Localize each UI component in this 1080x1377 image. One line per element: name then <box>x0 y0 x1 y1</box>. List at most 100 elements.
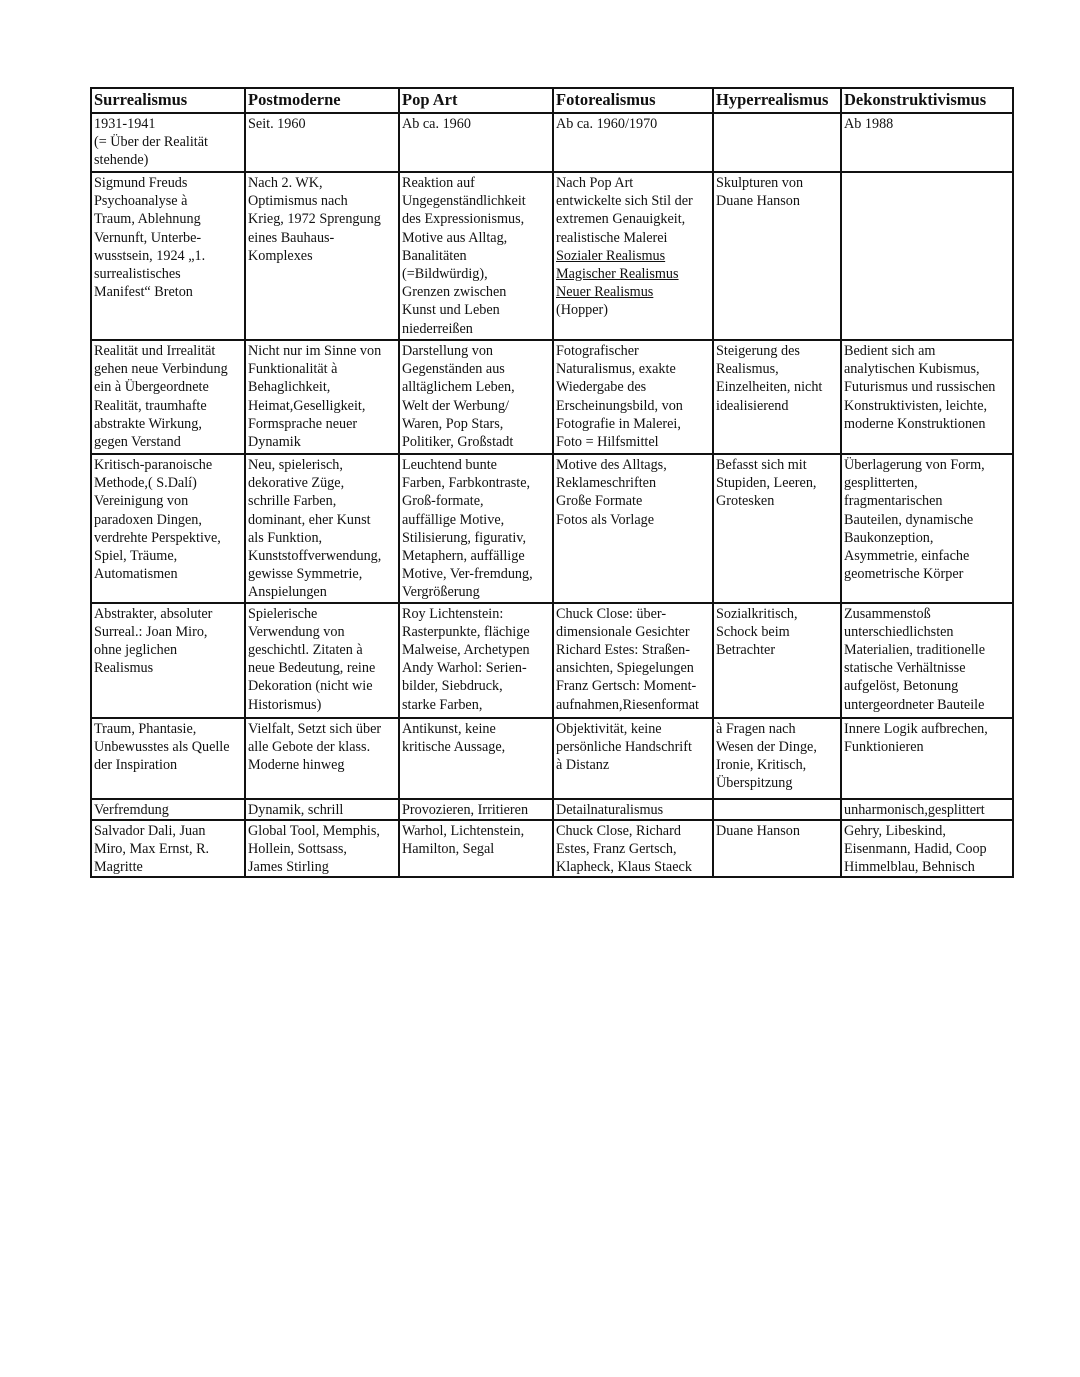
cell-line: Foto = Hilfsmittel <box>556 434 659 451</box>
cell-line: verdrehte Perspektive, <box>94 529 221 546</box>
cell-line: Stilisierung, figurativ, <box>402 529 526 546</box>
cell-line: Heimat,Geselligkeit, <box>248 397 366 414</box>
table-cell: Spielerische Verwendung von geschichtl. Zi… <box>244 601 400 719</box>
table-row: Sigmund Freuds Psychoanalyse à Traum, Able… <box>90 171 1014 341</box>
cell-line: Überlagerung von Form, <box>844 457 985 473</box>
cell-line: Detailnaturalismus <box>556 801 664 818</box>
cell-line: Chuck Close: über- <box>556 605 667 622</box>
table-cell: Objektivität, keine persönliche Handschri… <box>552 716 714 800</box>
cell-line: Realität, traumhafte <box>94 397 207 414</box>
cell-line: der Inspiration <box>94 757 178 774</box>
cell-line: Neu, spielerisch, <box>248 457 343 473</box>
cell-line: kritische Aussage, <box>402 738 506 755</box>
cell-line: Hamilton, Segal <box>402 841 495 858</box>
cell-line: Funktionalität à <box>248 361 338 378</box>
cell-line: à Distanz <box>556 757 610 774</box>
cell-line: Gehry, Libeskind, <box>844 822 946 839</box>
table-cell: Sigmund Freuds Psychoanalyse à Traum, Able… <box>90 171 246 341</box>
column-header: Pop Art <box>398 87 554 114</box>
cell-line: Große Formate <box>556 493 643 510</box>
table-cell: Motive des Alltags, Reklameschriften Große… <box>552 453 714 604</box>
cell-line: Traum, Phantasie, <box>94 720 197 737</box>
cell-line: Moderne hinweg <box>248 757 345 774</box>
cell-line: Farben, Farbkontraste, <box>402 475 531 492</box>
cell-line: Motive, Ver-fremdung, <box>402 566 533 583</box>
table-cell: Nicht nur im Sinne von Funktionalität à Be… <box>244 339 400 455</box>
table-cell: Überlagerung von Form, gesplitterten, frag… <box>840 453 1014 604</box>
cell-line: Komplexes <box>248 247 313 264</box>
cell-line: ohne jeglichen <box>94 642 178 659</box>
cell-line: Verfremdung <box>94 801 169 818</box>
table-cell: à Fragen nach Wesen der Dinge, Ironie, Kri… <box>712 716 842 800</box>
cell-line: Wiedergabe des <box>556 379 647 396</box>
cell-line: Historismus) <box>248 696 322 713</box>
table-cell: Reaktion auf Ungegenständlichkeit des Expr… <box>398 171 554 341</box>
cell-line: auffällige Motive, <box>402 511 505 528</box>
cell-line: ein à Übergeordnete <box>94 379 209 396</box>
cell-line: Himmelblau, Behnisch <box>844 859 975 876</box>
cell-line: Surreal.: Joan Miro, <box>94 623 208 640</box>
column-header: Hyperrealismus <box>712 87 842 114</box>
cell-line: Richard Estes: Straßen- <box>556 642 690 659</box>
table-cell <box>712 112 842 173</box>
cell-line: eines Bauhaus- <box>248 229 335 246</box>
cell-line: Bedient sich am <box>844 343 936 359</box>
cell-line: schrille Farben, <box>248 493 337 510</box>
cell-line: unterschiedlichsten <box>844 623 954 640</box>
cell-line: Duane Hanson <box>716 193 800 210</box>
cell-line: Rasterpunkte, flächige <box>402 623 530 640</box>
table-row: Kritisch-paranoische Methode,( S.Dalí) Ver… <box>90 453 1014 604</box>
cell-line: Fotos als Vorlage <box>556 511 655 528</box>
table-cell: Chuck Close, Richard Estes, Franz Gertsch… <box>552 818 714 879</box>
table-cell: Leuchtend bunte Farben, Farbkontraste, Gro… <box>398 453 554 604</box>
table-cell: Neu, spielerisch, dekorative Züge, schrill… <box>244 453 400 604</box>
cell-line: Realität und Irrealität <box>94 343 216 359</box>
cell-line: Motive des Alltags, <box>556 457 667 473</box>
cell-line: Objektivität, keine <box>556 720 662 737</box>
cell-line: als Funktion, <box>248 529 323 546</box>
cell-line: niederreißen <box>402 320 473 337</box>
table-cell: Chuck Close: über-dimensionale Gesichter… <box>552 601 714 719</box>
cell-line: Steigerung des <box>716 343 800 359</box>
table-row: Realität und Irrealität gehen neue Verbin… <box>90 339 1014 455</box>
cell-line: aufgelöst, Betonung <box>844 678 959 695</box>
cell-line: Spielerische <box>248 605 318 622</box>
cell-line: Leuchtend bunte <box>402 457 497 473</box>
cell-line: Ab 1988 <box>844 116 894 132</box>
table-cell: Global Tool, Memphis, Hollein, Sottsass, J… <box>244 818 400 879</box>
cell-line: Chuck Close, Richard <box>556 822 681 839</box>
cell-line: Asymmetrie, einfache <box>844 548 970 565</box>
cell-line: Skulpturen von <box>716 175 804 191</box>
cell-line: Sozialkritisch, <box>716 605 798 622</box>
table-cell <box>840 171 1014 341</box>
art-movements-table: Surrealismus Postmoderne Pop Art Fotorealis… <box>90 87 1014 879</box>
cell-line: Darstellung von <box>402 343 494 359</box>
cell-line: realistische Malerei <box>556 229 668 246</box>
cell-line: Franz Gertsch: Moment- <box>556 678 697 695</box>
cell-line: Duane Hanson <box>716 822 800 839</box>
cell-line: Hollein, Sottsass, <box>248 841 347 858</box>
cell-line: Warhol, Lichtenstein, <box>402 822 525 839</box>
cell-line: (= Über der Realität <box>94 134 208 151</box>
cell-line: (=Bildwürdig), <box>402 266 488 283</box>
column-header: Dekonstruktivismus <box>840 87 1014 114</box>
table-cell: Darstellung von Gegenständen aus alltäglic… <box>398 339 554 455</box>
cell-line: Nicht nur im Sinne von <box>248 343 382 359</box>
cell-line: entwickelte sich Stil der <box>556 193 693 210</box>
column-header: Postmoderne <box>244 87 400 114</box>
cell-line: statische Verhältnisse <box>844 660 966 677</box>
table-cell: Dynamik, schrill <box>244 797 400 821</box>
cell-line: Vereinigung von <box>94 493 189 510</box>
table-cell: Zusammenstoß unterschiedlichsten Materiali… <box>840 601 1014 719</box>
cell-line: Gegenständen aus <box>402 361 505 378</box>
cell-line: Nach Pop Art <box>556 175 634 191</box>
cell-line: Roy Lichtenstein: <box>402 605 504 622</box>
table-row: 1931-1941 (= Über der Realität stehende) Se… <box>90 112 1014 173</box>
cell-line: Ironie, Kritisch, <box>716 757 807 774</box>
cell-line: Baukonzeption, <box>844 529 934 546</box>
table-cell: Befasst sich mit Stupiden, Leeren, Grotesk… <box>712 453 842 604</box>
cell-line: Provozieren, Irritieren <box>402 801 529 818</box>
cell-line: Kunst und Leben <box>402 302 500 319</box>
cell-line: Reklameschriften <box>556 475 657 492</box>
table-cell: Nach Pop Art entwickelte sich Stil der ext… <box>552 171 714 341</box>
